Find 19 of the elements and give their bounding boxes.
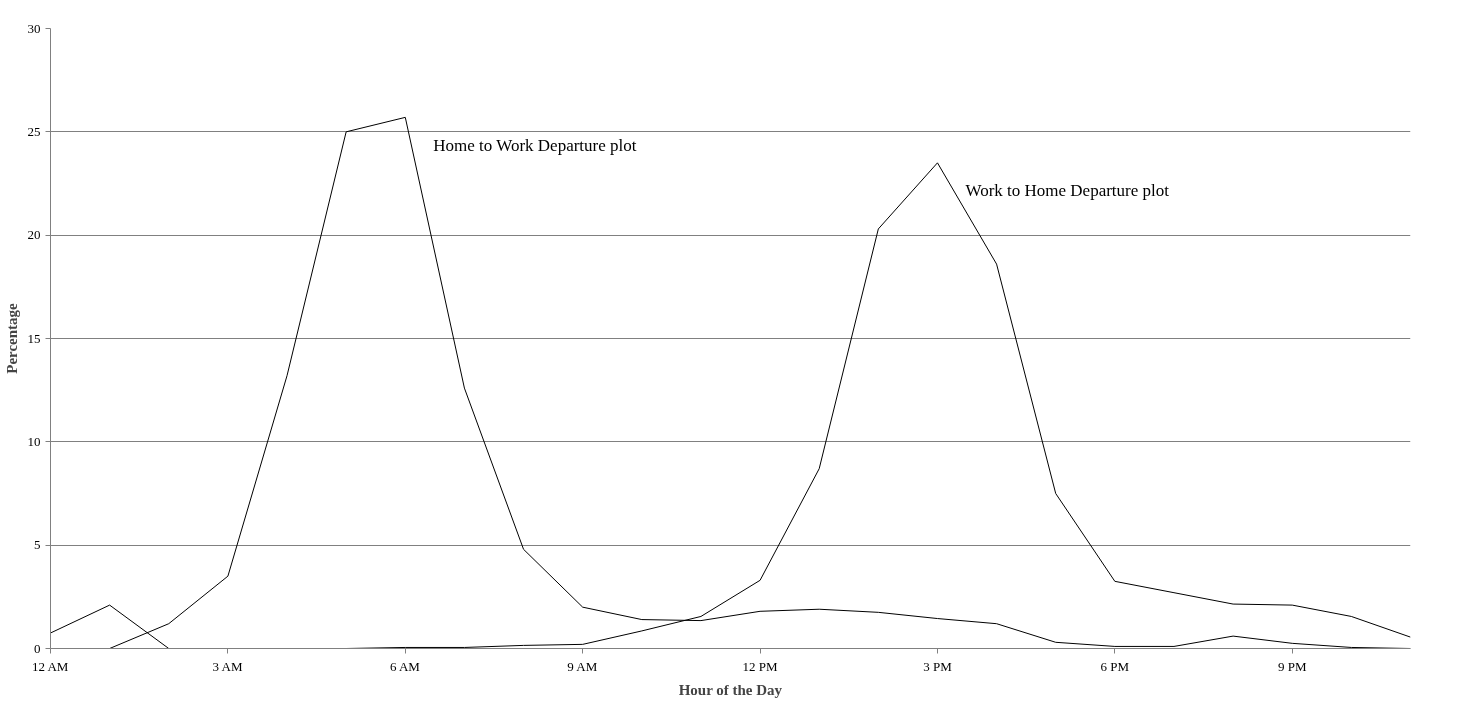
x-tick-label: 12 AM	[31, 658, 69, 674]
y-tick-label: 5	[34, 537, 41, 553]
x-axis-title: Hour of the Day	[678, 681, 783, 698]
y-tick-label: 0	[34, 640, 41, 656]
y-tick-label: 25	[27, 123, 41, 139]
y-tick-label: 30	[27, 20, 41, 36]
x-tick-label: 3 AM	[212, 658, 243, 674]
x-tick-label: 9 AM	[567, 658, 598, 674]
y-axis-title: Percentage	[3, 302, 20, 374]
y-tick-label: 10	[27, 433, 41, 449]
x-tick-label: 12 PM	[742, 658, 779, 674]
x-tick-label: 6 PM	[1100, 658, 1130, 674]
x-tick-label: 9 PM	[1277, 658, 1307, 674]
x-tick-label: 6 AM	[389, 658, 421, 674]
y-tick-label: 15	[27, 330, 41, 346]
series-label: Work to Home Departure plot	[965, 181, 1170, 201]
y-tick-label: 20	[27, 227, 41, 243]
x-tick-label: 3 PM	[923, 658, 953, 674]
series-label: Home to Work Departure plot	[433, 135, 637, 155]
